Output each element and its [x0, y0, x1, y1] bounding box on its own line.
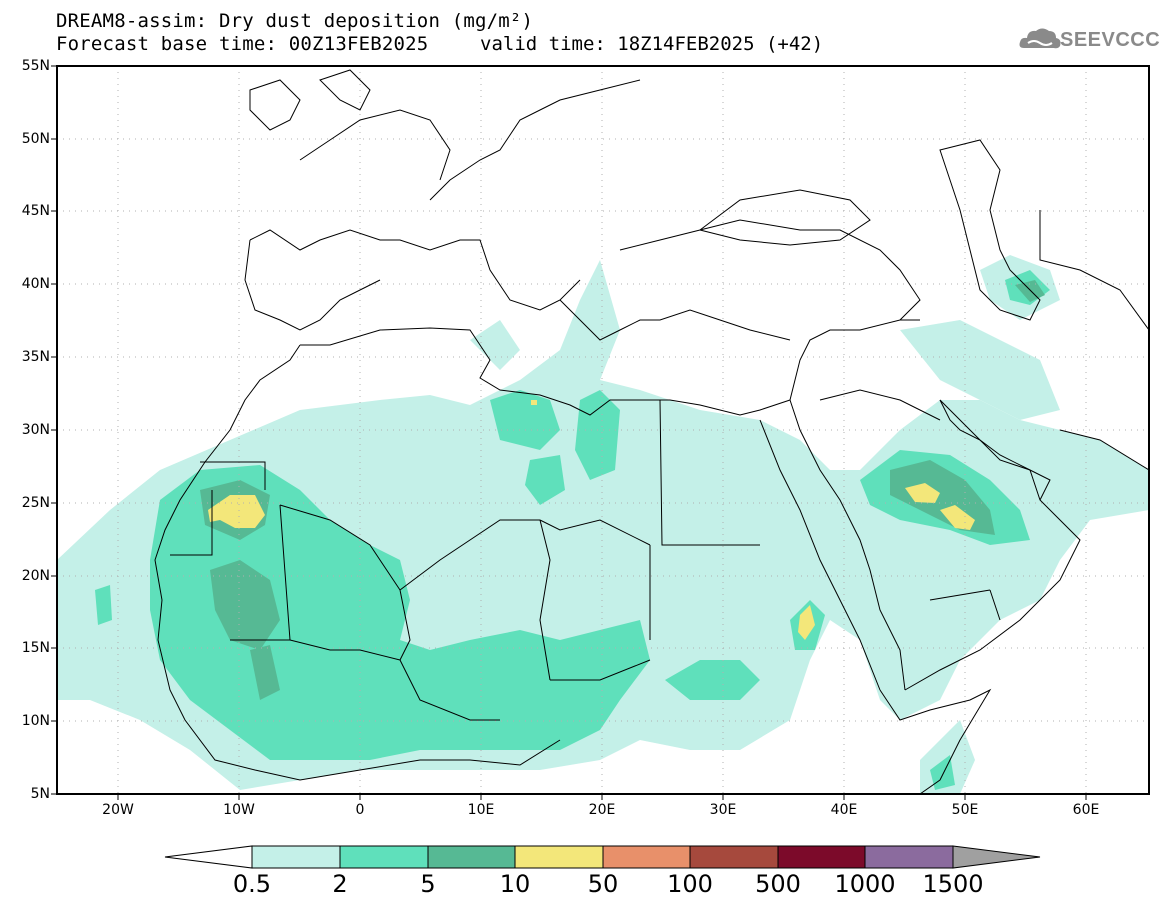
colorbar-label: 50 [587, 870, 619, 898]
colorbar [164, 845, 1041, 869]
map-gridlines [57, 66, 1149, 794]
colorbar-segment [514, 845, 604, 869]
colorbar-label: 10 [499, 870, 531, 898]
forecast-base-time: Forecast base time: 00Z13FEB2025 [56, 33, 429, 55]
colorbar-segment [864, 845, 954, 869]
lon-label: 40E [830, 802, 858, 818]
lon-label: 10E [467, 802, 495, 818]
deposition-field [57, 255, 1149, 794]
valid-time: valid time: 18Z14FEB2025 (+42) [480, 33, 824, 55]
lat-label: 45N [21, 203, 50, 219]
lat-label: 35N [21, 349, 50, 365]
lon-label: 20E [588, 802, 616, 818]
lat-label: 55N [21, 58, 50, 74]
lon-label: 60E [1072, 802, 1100, 818]
coastlines [154, 69, 1149, 794]
colorbar-segment [427, 845, 516, 869]
lon-label: 30E [709, 802, 737, 818]
lat-label: 40N [21, 276, 50, 292]
colorbar-segment [164, 845, 253, 869]
lon-label: 10W [223, 802, 255, 818]
colorbar-label: 1000 [834, 870, 896, 898]
colorbar-segment [777, 845, 866, 869]
logo-text: SEEVCCC [1060, 29, 1161, 51]
lat-label: 10N [21, 713, 50, 729]
colorbar-segment [339, 845, 429, 869]
colorbar-label: 1500 [922, 870, 984, 898]
map-title: DREAM8-assim: Dry dust deposition (mg/m²… [56, 10, 534, 32]
colorbar-label: 0.5 [232, 870, 272, 898]
colorbar-label: 100 [667, 870, 713, 898]
lon-label: 50E [951, 802, 979, 818]
colorbar-segment [251, 845, 341, 869]
lat-label: 20N [21, 568, 50, 584]
cloud-logo-icon [1019, 28, 1061, 49]
colorbar-label: 5 [420, 870, 436, 898]
colorbar-segment [689, 845, 779, 869]
lat-label: 30N [21, 422, 50, 438]
lat-label: 5N [30, 786, 50, 802]
colorbar-label: 2 [332, 870, 348, 898]
lat-label: 50N [21, 131, 50, 147]
lon-label: 0 [355, 802, 365, 818]
lon-label: 20W [102, 802, 134, 818]
colorbar-segment [602, 845, 691, 869]
lat-label: 25N [21, 495, 50, 511]
colorbar-label: 500 [755, 870, 801, 898]
colorbar-segment [952, 845, 1041, 869]
lat-label: 15N [21, 640, 50, 656]
